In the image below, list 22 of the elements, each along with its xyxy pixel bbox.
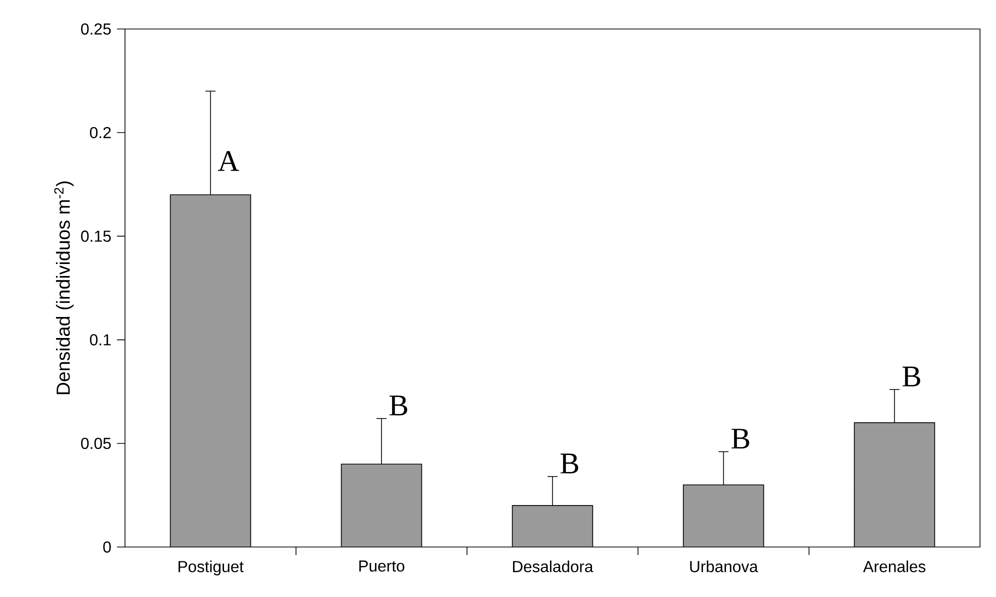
annotation: A <box>218 151 240 171</box>
x-tick-label: Postiguet <box>178 560 244 576</box>
bar <box>682 484 764 547</box>
bar <box>512 505 594 547</box>
y-tick-label: 0.2 <box>90 126 111 138</box>
x-tick-label: Desaladora <box>513 560 594 572</box>
annotation: B <box>732 428 750 448</box>
y-axis-title: Densidad (individuos m$^{-2}$) <box>54 182 74 394</box>
bar <box>170 194 252 547</box>
y-tick-label: 0 <box>103 541 111 553</box>
bar <box>854 422 936 547</box>
x-tick-label: Puerto <box>359 560 404 572</box>
bar <box>340 464 422 547</box>
y-tick-label: 0.1 <box>90 334 111 346</box>
x-tick-label: Arenales <box>863 560 926 572</box>
annotation: B <box>902 366 920 386</box>
annotation: B <box>390 396 408 416</box>
x-tick-label: Urbanova <box>690 560 758 572</box>
annotation: B <box>560 454 578 474</box>
y-tick-label: 0.05 <box>81 438 111 450</box>
y-tick-label: 0.25 <box>81 23 111 35</box>
y-tick-label: 0.15 <box>81 230 111 242</box>
